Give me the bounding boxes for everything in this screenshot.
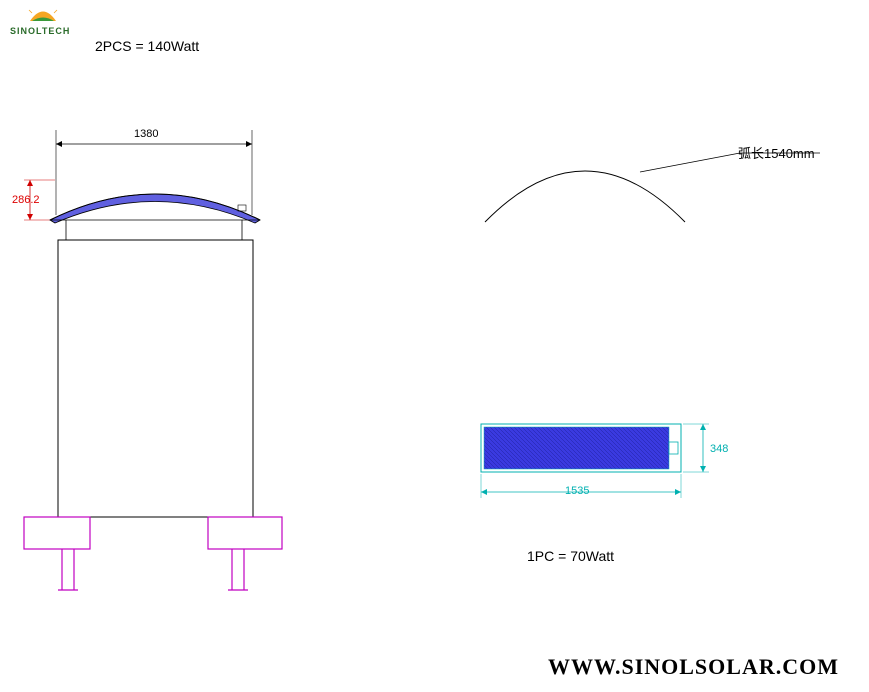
top-dim-label: 1380 <box>134 128 158 140</box>
arc-length-label: 弧长1540mm <box>738 143 815 162</box>
panel-height-label: 348 <box>710 443 728 455</box>
company-logo: SINOLTECH <box>10 8 80 43</box>
logo-text: SINOLTECH <box>10 26 70 36</box>
top-dimension <box>56 130 252 215</box>
left-dim-label: 286.2 <box>12 194 40 206</box>
logo-sun-icon <box>28 8 58 22</box>
bottom-spec-label: 1PC = 70Watt <box>527 548 614 564</box>
watermark-text: WWW.SINOLSOLAR.COM <box>548 654 839 680</box>
diagram-root: SINOLTECH 2PCS = 140Watt <box>0 0 869 692</box>
left-drawing <box>10 120 300 600</box>
neck <box>66 220 242 240</box>
panel-drawing <box>475 420 735 505</box>
dome-shape <box>50 194 260 223</box>
panel-width-label: 1535 <box>565 485 589 497</box>
body-rect <box>58 240 253 517</box>
mount-brackets <box>24 517 282 590</box>
top-spec-label: 2PCS = 140Watt <box>95 38 199 54</box>
